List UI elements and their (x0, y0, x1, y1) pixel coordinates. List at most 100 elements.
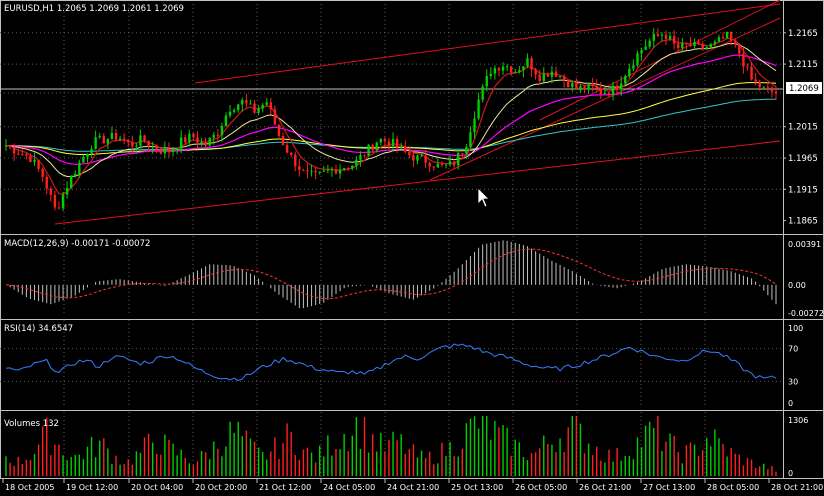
bull-candle (367, 144, 370, 156)
bull-candle (713, 41, 717, 45)
bear-candle (758, 81, 761, 88)
candlesticks (4, 27, 778, 212)
ma-slow-line (6, 54, 777, 165)
time-label: 24 Oct 21:00 (387, 483, 439, 492)
bull-candle (355, 159, 358, 166)
bull-candle (78, 162, 81, 174)
bull-candle (220, 126, 224, 136)
bear-candle (607, 92, 611, 95)
price-tick-label: 1.2165 (788, 29, 818, 39)
bull-candle (436, 163, 440, 168)
time-label: 27 Oct 13:00 (643, 483, 695, 492)
bear-candle (697, 42, 700, 44)
price-tick-label: 1.1965 (788, 154, 818, 164)
bull-candle (636, 53, 639, 66)
bull-candle (469, 132, 472, 148)
macd-panel[interactable]: MACD(12,26,9) -0.00171 -0.00072 0.003910… (4, 239, 824, 318)
bull-candle (481, 86, 484, 100)
bull-candle (444, 164, 448, 166)
bull-candle (505, 66, 509, 68)
bull-candle (399, 146, 403, 148)
bull-candle (249, 103, 252, 105)
bull-candle (644, 46, 647, 50)
bear-candle (546, 73, 550, 77)
rsi-panel[interactable]: RSI(14) 34.6547 100 70 30 0 (0, 324, 803, 408)
bull-candle (457, 153, 460, 166)
bull-candle (224, 115, 228, 127)
bull-candle (485, 76, 488, 87)
bull-candle (4, 145, 8, 147)
bear-candle (583, 86, 586, 90)
bear-candle (347, 168, 350, 170)
bear-candle (424, 155, 427, 163)
trend-line (194, 3, 781, 84)
bear-candle (562, 76, 566, 81)
bear-candle (273, 109, 277, 125)
bull-candle (619, 83, 623, 90)
rsi-tick-label: 0 (788, 399, 793, 408)
bear-candle (216, 134, 220, 136)
bull-candle (241, 100, 244, 105)
bull-candle (375, 142, 378, 151)
time-label: 28 Oct 21:00 (771, 483, 823, 492)
bull-candle (82, 156, 85, 163)
volume-panel[interactable]: Volumes 132 1306 0 (4, 416, 808, 478)
bull-candle (420, 155, 423, 157)
bear-candle (387, 141, 391, 146)
bear-candle (554, 71, 558, 77)
bear-candle (155, 146, 158, 151)
bull-candle (473, 118, 476, 133)
bear-candle (746, 66, 749, 68)
macd-tick-label: 0.00391 (788, 240, 821, 249)
bear-candle (371, 144, 374, 151)
bear-candle (363, 155, 366, 157)
bear-candle (114, 132, 118, 140)
bear-candle (408, 151, 411, 156)
volume-bars (5, 416, 777, 476)
macd-histogram (5, 240, 777, 309)
price-tick-label: 1.2015 (788, 123, 818, 133)
time-label: 21 Oct 12:00 (259, 483, 311, 492)
bear-candle (721, 37, 725, 39)
bull-candle (628, 68, 631, 77)
bull-candle (261, 104, 264, 109)
bull-candle (74, 173, 77, 176)
bear-candle (127, 140, 130, 143)
bear-candle (53, 194, 57, 208)
bull-candle (550, 71, 554, 77)
bear-candle (404, 146, 407, 152)
bull-candle (416, 155, 419, 161)
macd-header: MACD(12,26,9) -0.00171 -0.00072 (4, 239, 150, 249)
bear-candle (302, 169, 305, 171)
main-price-panel[interactable]: EURUSD,H1 1.2065 1.2069 1.2061 1.2069 1.… (0, 0, 818, 227)
bull-candle (652, 33, 655, 41)
bear-candle (595, 86, 598, 89)
time-axis: 18 Oct 2005 19 Oct 12:00 20 Oct 04:00 20 Oc… (2, 478, 823, 492)
bull-candle (322, 170, 325, 172)
bull-candle (587, 83, 590, 90)
mouse-cursor-icon (477, 187, 490, 208)
bear-candle (432, 166, 435, 168)
bull-candle (351, 165, 354, 169)
bull-candle (175, 148, 179, 150)
bear-candle (277, 124, 281, 136)
bear-candle (289, 152, 293, 155)
bull-candle (65, 187, 69, 195)
bear-candle (298, 166, 301, 170)
bear-candle (734, 40, 737, 44)
bear-candle (25, 154, 28, 156)
time-label: 19 Oct 12:00 (66, 483, 118, 492)
volume-axis: 1306 0 (788, 416, 808, 478)
bull-candle (265, 102, 268, 105)
bull-candle (208, 137, 211, 146)
current-price-tag: 1.2069 (786, 82, 822, 94)
bull-candle (228, 111, 232, 116)
bear-candle (575, 82, 578, 89)
time-label: 18 Oct 2005 (5, 483, 54, 492)
main-header: EURUSD,H1 1.2065 1.2069 1.2061 1.2069 (4, 4, 184, 14)
bull-candle (151, 146, 154, 148)
bull-candle (493, 68, 497, 74)
bull-candle (709, 44, 713, 48)
bull-candle (106, 139, 110, 144)
